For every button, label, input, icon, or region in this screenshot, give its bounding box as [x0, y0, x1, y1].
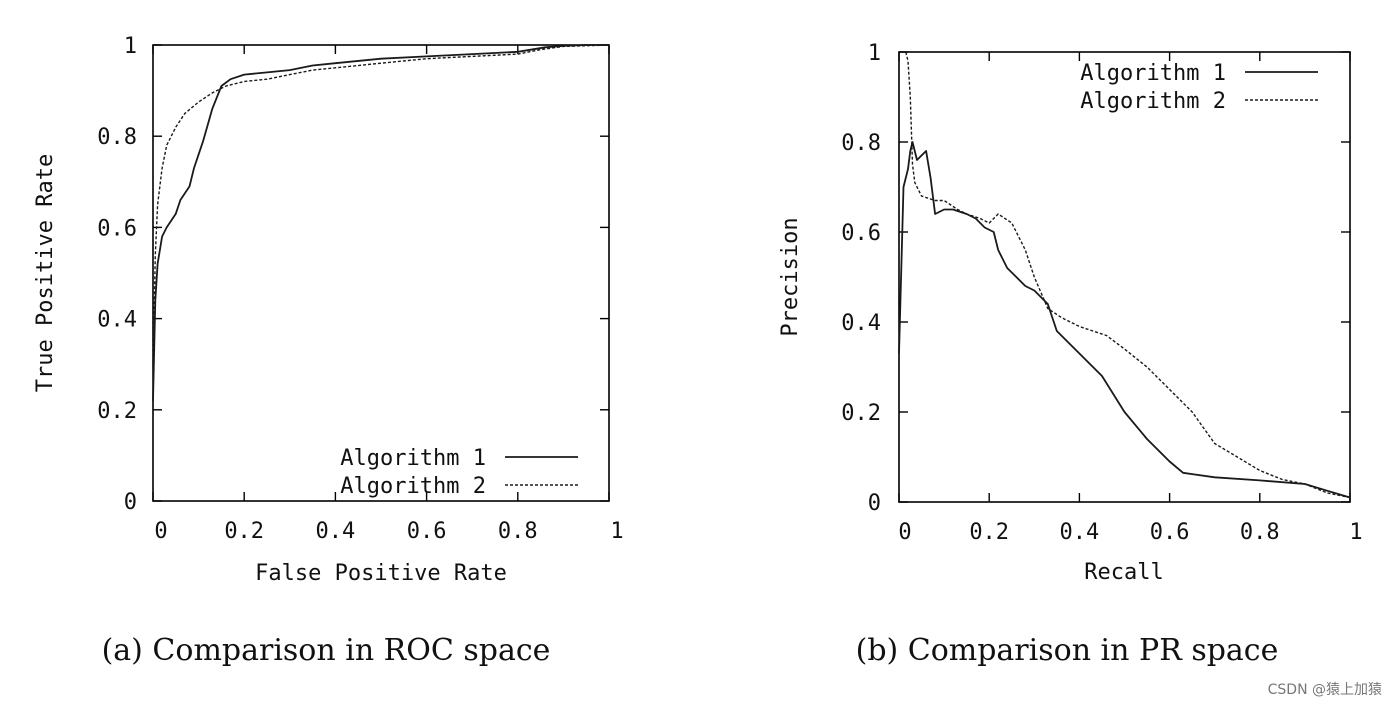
pr-x-tick-label: 0.8 [1240, 520, 1280, 545]
roc-series [152, 44, 610, 401]
roc-legend-label-algorithm-1: Algorithm 1 [340, 446, 486, 471]
pr-y-tick-label: 0 [868, 491, 881, 516]
pr-x-tick-label: 0.4 [1060, 520, 1100, 545]
roc-x-axis-label: False Positive Rate [255, 561, 507, 586]
pr-ticks: 0 0.2 0.4 0.6 0.8 1 0 0.2 0.4 0.6 0.8 1 [841, 41, 1362, 545]
roc-ticks: 0 0.2 0.4 0.6 0.8 1 0 0.2 0.4 0.6 0.8 1 [97, 34, 623, 544]
roc-series-algorithm-1 [152, 44, 609, 401]
pr-caption: (b) Comparison in PR space [856, 633, 1279, 668]
pr-panel: 0 0.2 0.4 0.6 0.8 1 0 0.2 0.4 0.6 0.8 1 Recall Prec… [778, 41, 1363, 668]
pr-y-tick-label: 0.2 [841, 401, 881, 426]
roc-caption: (a) Comparison in ROC space [102, 633, 551, 668]
pr-y-tick-label: 0.6 [841, 221, 881, 246]
roc-y-tick-label: 1 [124, 34, 137, 59]
pr-x-tick-label: 0.6 [1150, 520, 1190, 545]
roc-y-tick-label: 0.4 [97, 308, 137, 333]
pr-series-algorithm-1 [898, 141, 1351, 499]
roc-plot-frame [152, 44, 610, 502]
roc-series-algorithm-2 [152, 44, 610, 365]
pr-x-tick-label: 0.2 [969, 520, 1009, 545]
roc-legend-label-algorithm-2: Algorithm 2 [340, 474, 486, 499]
roc-legend: Algorithm 1 Algorithm 2 [340, 446, 578, 499]
roc-y-tick-label: 0.6 [97, 216, 137, 241]
roc-x-tick-label: 0.2 [224, 519, 264, 544]
pr-x-tick-label: 0 [898, 520, 911, 545]
pr-plot-frame [898, 51, 1351, 503]
pr-y-tick-label: 0.4 [841, 311, 881, 336]
roc-x-tick-label: 0.6 [407, 519, 447, 544]
roc-x-tick-label: 0.4 [316, 519, 356, 544]
roc-panel: 0 0.2 0.4 0.6 0.8 1 0 0.2 0.4 0.6 0.8 1 False Posit… [33, 34, 624, 668]
pr-legend-label-algorithm-1: Algorithm 1 [1080, 61, 1226, 86]
pr-y-tick-label: 0.8 [841, 131, 881, 156]
pr-x-tick-label: 1 [1349, 520, 1362, 545]
pr-x-axis-label: Recall [1084, 560, 1163, 585]
roc-x-tick-label: 0 [154, 519, 167, 544]
roc-y-tick-label: 0 [124, 490, 137, 515]
roc-x-tick-label: 1 [610, 519, 623, 544]
pr-legend-label-algorithm-2: Algorithm 2 [1080, 89, 1226, 114]
watermark-text: CSDN @猿上加猿 [1268, 682, 1382, 698]
pr-series [898, 51, 1351, 499]
roc-x-tick-label: 0.8 [498, 519, 538, 544]
pr-series-algorithm-2 [905, 51, 1351, 499]
roc-y-tick-label: 0.2 [97, 399, 137, 424]
roc-y-tick-label: 0.8 [97, 125, 137, 150]
pr-y-tick-label: 1 [868, 41, 881, 66]
pr-y-axis-label: Precision [778, 217, 803, 336]
roc-y-axis-label: True Positive Rate [33, 154, 58, 392]
pr-legend: Algorithm 1 Algorithm 2 [1080, 61, 1318, 114]
